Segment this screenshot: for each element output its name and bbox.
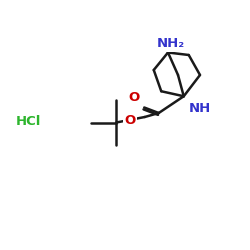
Text: O: O [128,91,140,104]
Text: NH: NH [189,102,211,115]
Text: NH₂: NH₂ [157,37,185,50]
Text: O: O [124,114,136,126]
Text: HCl: HCl [16,115,42,128]
